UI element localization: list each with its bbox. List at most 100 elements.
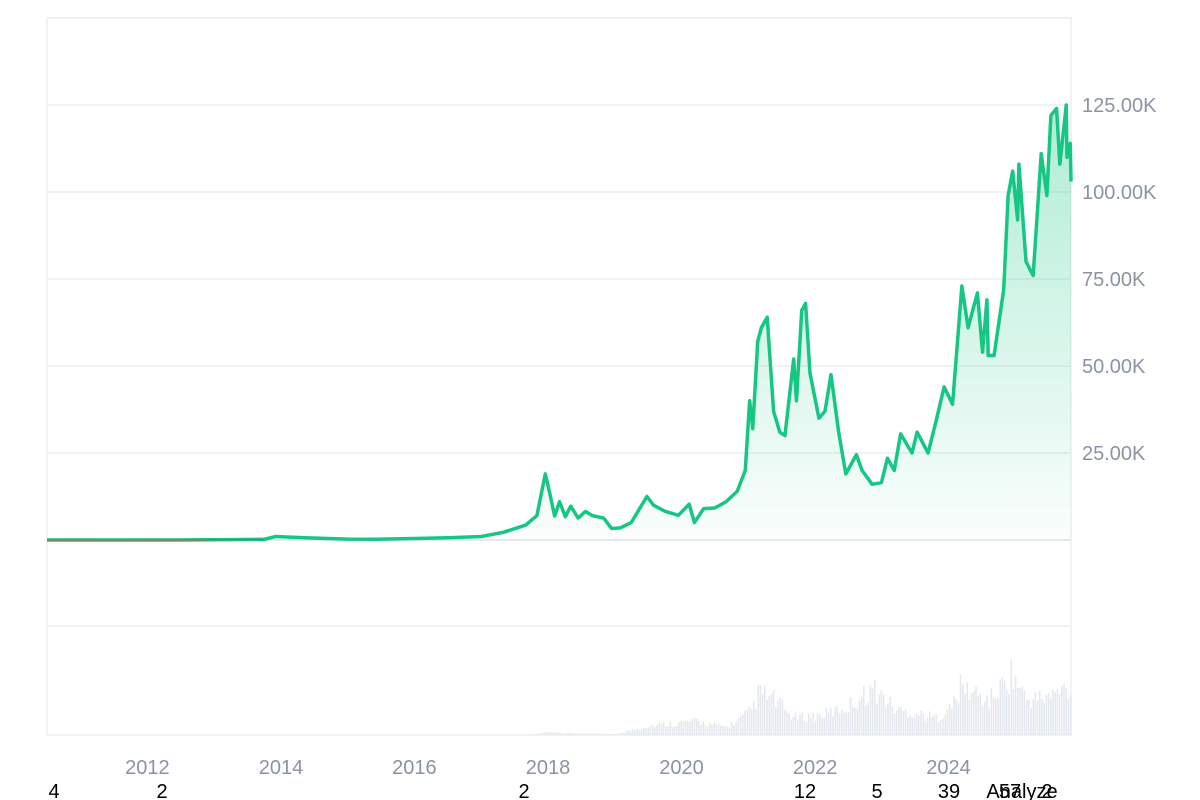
volume-bar	[618, 733, 621, 735]
footer-label: 39	[938, 781, 960, 800]
volume-bar	[797, 719, 799, 735]
volume-bar	[581, 733, 583, 735]
volume-bar	[1067, 698, 1070, 735]
volume-bar	[662, 722, 665, 735]
volume-bar	[869, 684, 872, 735]
volume-bar	[911, 717, 913, 735]
volume-bar	[915, 713, 918, 735]
volume-bar	[673, 725, 676, 735]
y-tick-label: 125.00K	[1082, 95, 1157, 117]
volume-bar	[887, 703, 889, 735]
volume-bar	[636, 728, 638, 735]
volume-bar	[970, 693, 973, 735]
volume-bar	[858, 700, 861, 735]
volume-bar	[601, 733, 603, 735]
volume-bar	[585, 733, 588, 735]
volume-bar	[874, 680, 876, 735]
volume-bar	[544, 732, 546, 735]
volume-bar	[1047, 693, 1050, 735]
volume-bar	[563, 733, 566, 735]
volume-bar	[783, 709, 786, 735]
volume-bar	[1054, 692, 1056, 735]
volume-bar	[1069, 694, 1072, 735]
volume-bar	[893, 713, 896, 735]
volume-bar	[680, 720, 682, 735]
volume-bar	[838, 714, 841, 735]
price-area	[47, 105, 1071, 540]
volume-bar	[579, 733, 581, 735]
volume-bar	[700, 724, 702, 735]
volume-bar	[973, 691, 975, 735]
volume-bar	[706, 726, 709, 735]
volume-bar	[821, 718, 823, 735]
volume-bar	[720, 725, 722, 735]
volume-bar	[689, 721, 691, 735]
volume-bar	[768, 695, 770, 735]
volume-bar	[944, 715, 946, 735]
volume-bar	[1058, 694, 1061, 735]
volume-bar	[948, 703, 951, 735]
volume-bar	[999, 679, 1001, 735]
volume-bar	[1030, 708, 1032, 735]
volume-bar	[986, 695, 988, 735]
volume-bar	[733, 725, 735, 735]
volume-bar	[610, 734, 612, 735]
volume-bar	[1050, 698, 1052, 735]
volume-bar	[1010, 659, 1012, 735]
volume-bar	[665, 726, 667, 735]
volume-bar	[981, 705, 984, 735]
volume-bar	[654, 727, 656, 735]
y-tick-label: 25.00K	[1082, 443, 1146, 465]
volume-bar	[922, 713, 924, 735]
grid-lines	[46, 17, 1072, 736]
volume-bar	[799, 714, 801, 735]
volume-bar	[682, 721, 685, 735]
volume-bar	[678, 721, 680, 735]
volume-bar	[766, 699, 768, 735]
volume-bar	[561, 733, 564, 735]
volume-bar	[667, 726, 669, 735]
footer-label: 2	[518, 781, 529, 800]
volume-bar	[643, 727, 645, 735]
volume-bar	[687, 720, 689, 735]
volume-bar	[777, 700, 779, 735]
volume-bar	[902, 710, 905, 735]
volume-bar	[1021, 686, 1023, 735]
volume-bar	[995, 698, 997, 735]
volume-bar	[592, 733, 594, 735]
x-axis-labels: 2012 2014 2016 2018 2020 2022 2024	[125, 757, 971, 779]
volume-bar	[907, 718, 909, 735]
volume-bar	[1061, 686, 1063, 735]
volume-bar	[724, 726, 726, 735]
x-tick-label: 2024	[926, 757, 971, 779]
volume-bar	[539, 732, 542, 735]
volume-bar	[715, 723, 718, 735]
volume-bar	[951, 708, 953, 735]
volume-bar	[735, 720, 737, 735]
volume-bar	[748, 706, 751, 735]
volume-bar	[566, 733, 568, 735]
volume-bar	[984, 701, 986, 735]
footer-label[interactable]: Analyze	[986, 781, 1057, 800]
volume-bar	[550, 731, 553, 735]
volume-bar	[753, 700, 755, 735]
volume-bar	[739, 715, 742, 735]
volume-bar	[977, 696, 979, 735]
volume-bar	[638, 729, 641, 735]
volume-bar	[559, 732, 561, 735]
volume-bar	[728, 727, 731, 735]
volume-bar	[781, 700, 784, 735]
volume-bar	[988, 708, 990, 735]
volume-bar	[909, 715, 911, 735]
volume-bar	[555, 733, 557, 735]
volume-bar	[957, 702, 960, 735]
x-tick-label: 2022	[793, 757, 838, 779]
price-line	[46, 103, 1073, 542]
volume-bar	[997, 698, 999, 735]
volume-bar	[900, 707, 902, 735]
volume-bar	[929, 711, 931, 735]
volume-bar	[603, 734, 605, 735]
price-series	[46, 103, 1073, 542]
volume-bar	[625, 731, 627, 735]
